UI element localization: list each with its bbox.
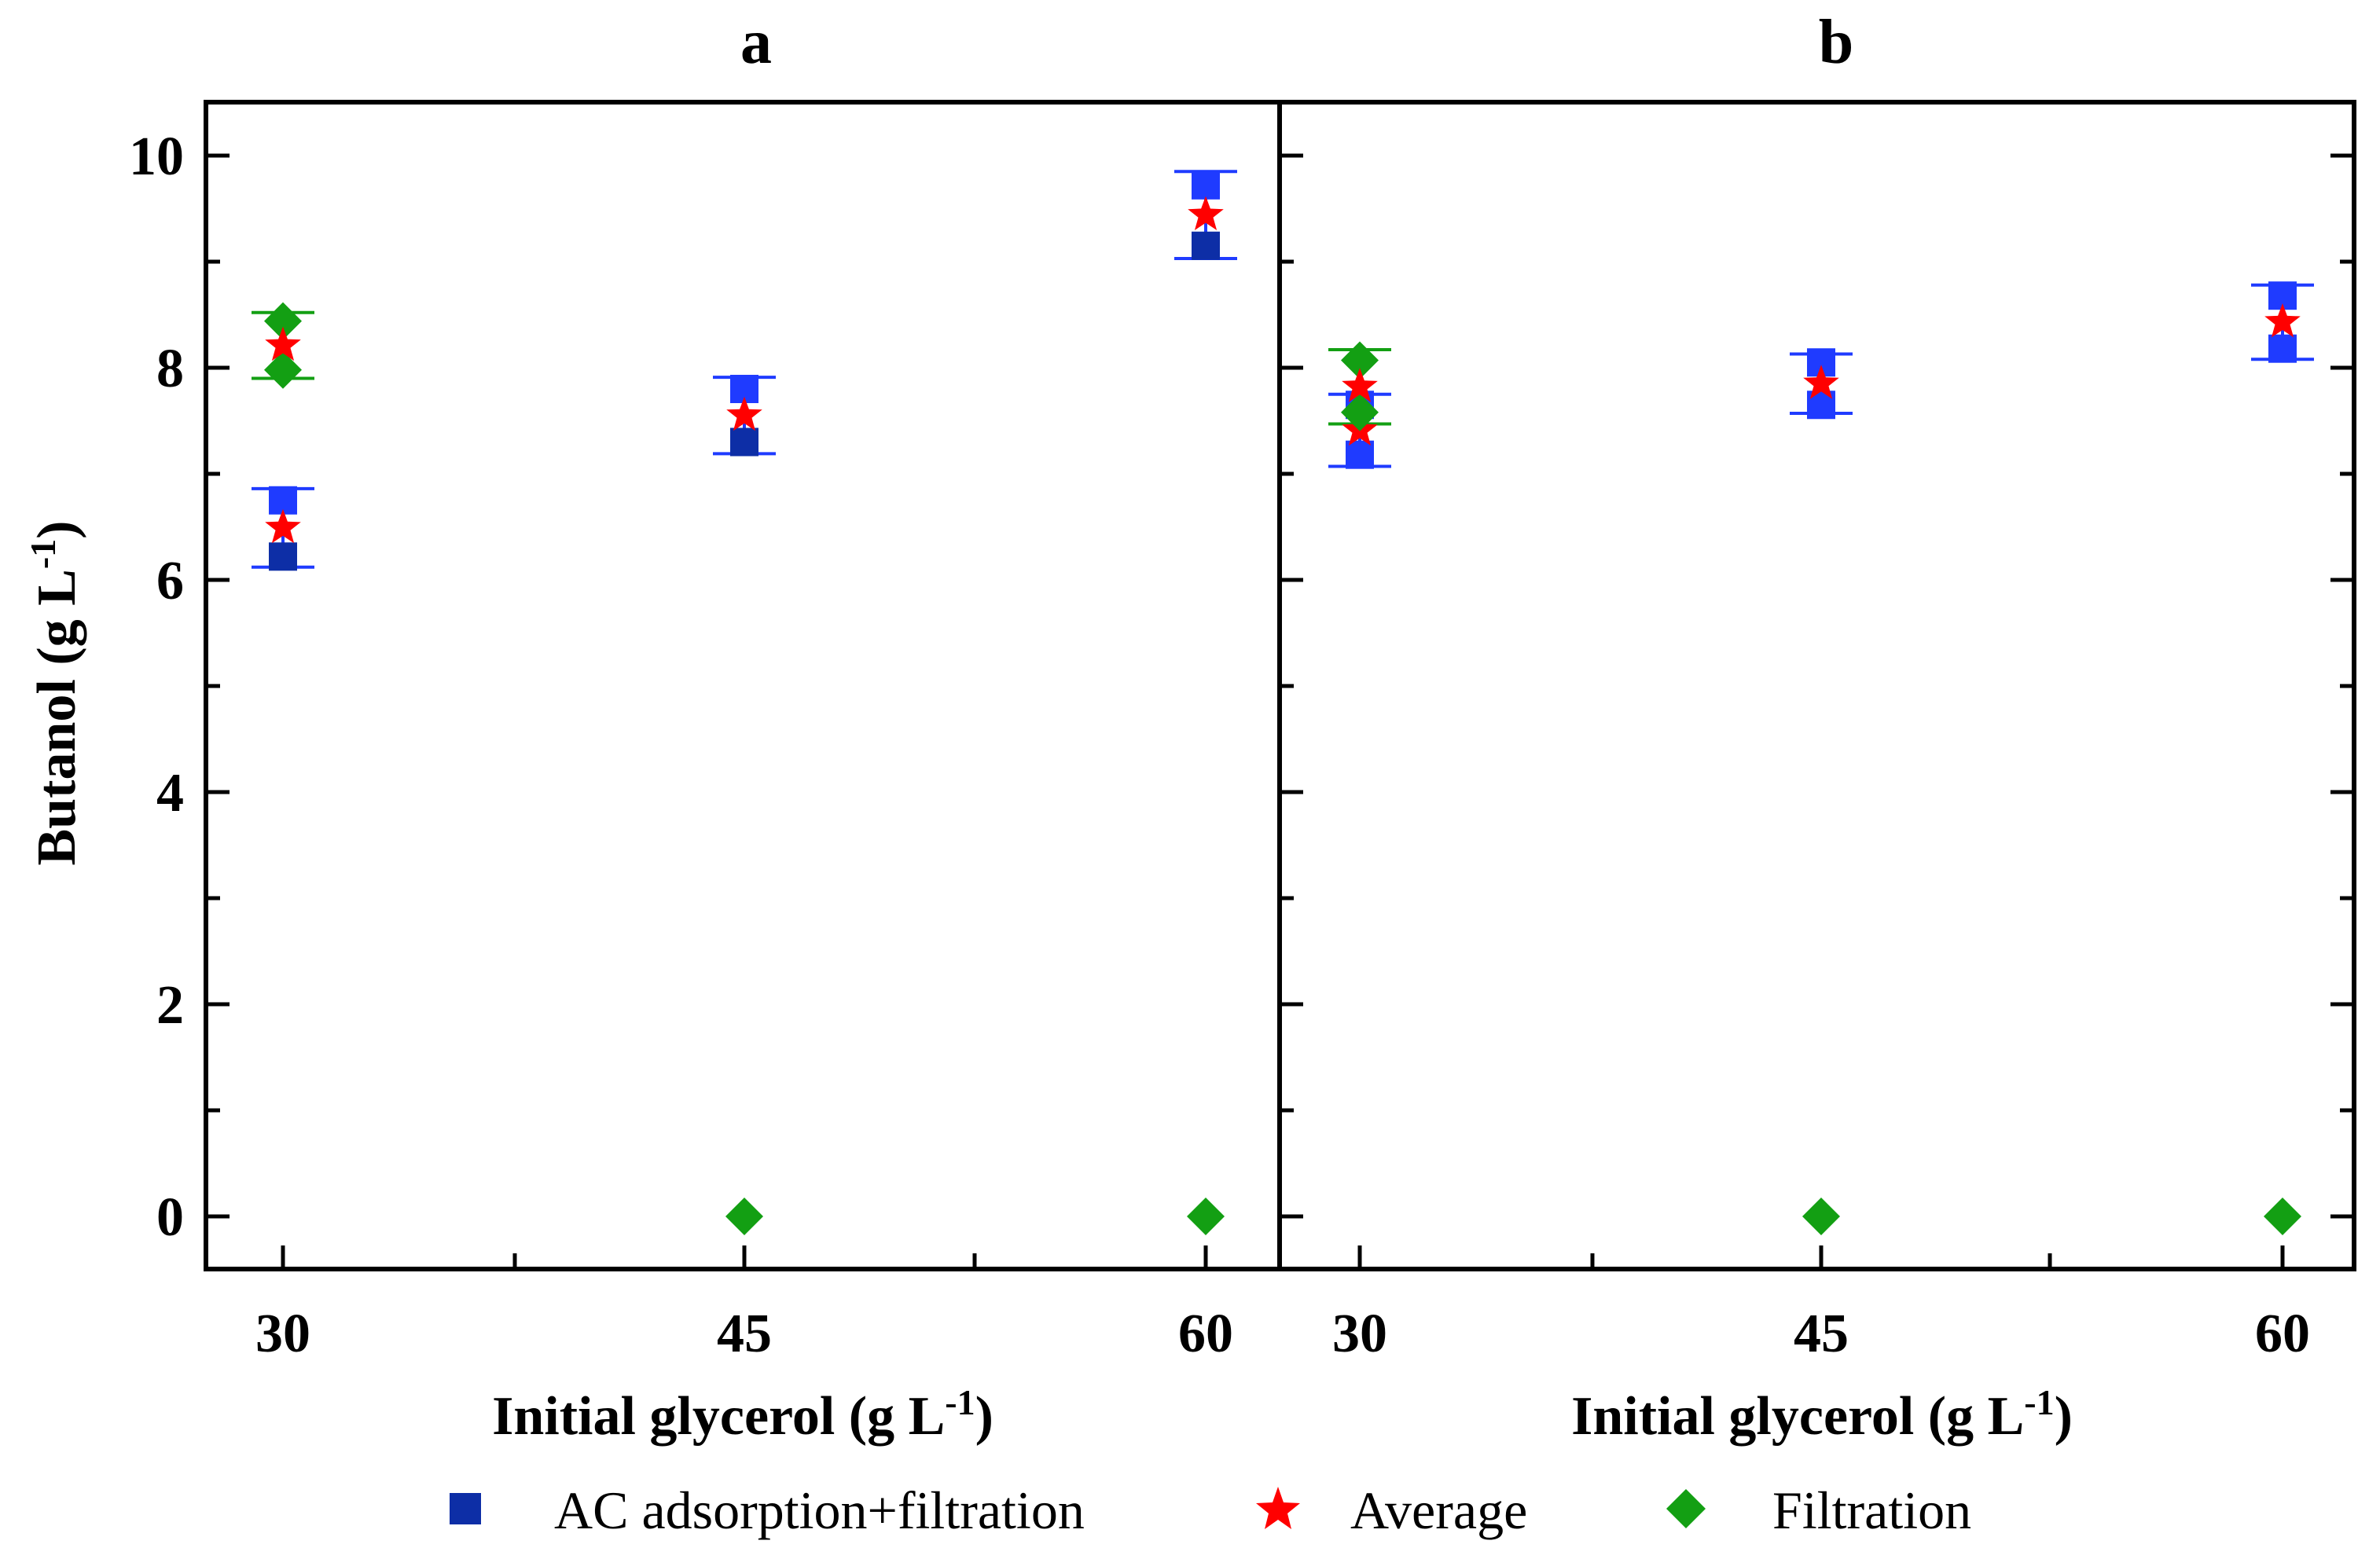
data-point-filtration (1802, 1198, 1840, 1235)
legend-marker-square (450, 1493, 481, 1524)
data-point-square (730, 427, 758, 457)
data-point-square (1346, 440, 1374, 469)
panel-b-title: b (1819, 8, 1854, 77)
y-tick-label: 4 (156, 763, 184, 824)
data-point-filtration (1187, 1198, 1225, 1235)
panel-b: b 30 45 60 (1277, 8, 2356, 1364)
legend-marker-diamond (1666, 1489, 1706, 1528)
data-point-average (2264, 303, 2301, 338)
panel-b-x-axis-title: Initial glycerol (g L-1) (1571, 1382, 2073, 1447)
legend: AC adsorption+filtration Average Filtrat… (450, 1480, 1971, 1540)
legend-label-ac-adsorption-filtration: AC adsorption+filtration (554, 1480, 1085, 1540)
x-tick-label: 45 (717, 1304, 772, 1364)
x-tick-label: 30 (1332, 1304, 1387, 1364)
legend-label-average: Average (1350, 1480, 1527, 1540)
y-tick-label: 10 (129, 127, 184, 187)
data-point-filtration (1341, 393, 1379, 431)
data-point-filtration (725, 1198, 763, 1235)
data-point-filtration-average (265, 326, 301, 361)
y-tick-label: 0 (156, 1187, 184, 1248)
data-point-average (1803, 365, 1839, 399)
data-point-average (726, 396, 762, 431)
x-tick-label: 30 (255, 1304, 310, 1364)
data-point-filtration (264, 302, 302, 340)
data-point-average (1188, 196, 1224, 230)
data-point-square (1192, 171, 1220, 200)
data-point-square (1192, 231, 1220, 260)
legend-marker-star (1256, 1487, 1300, 1529)
x-tick-label: 45 (1794, 1304, 1849, 1364)
data-point-average (265, 508, 301, 544)
y-axis-title: Butanol (g L-1) (23, 521, 88, 866)
x-tick-label: 60 (2255, 1304, 2310, 1364)
y-tick-label: 8 (156, 339, 184, 399)
panel-a-title: a (740, 8, 772, 77)
panel-a: a 0 2 4 6 8 10 30 45 60 (129, 8, 1282, 1364)
data-point-filtration (264, 350, 302, 389)
data-point-square (2268, 334, 2297, 363)
legend-label-filtration: Filtration (1772, 1480, 1971, 1540)
data-point-filtration (1341, 341, 1379, 380)
plot-frame (1277, 100, 2356, 1271)
plot-frame (204, 100, 1282, 1271)
y-tick-label: 2 (156, 975, 184, 1036)
data-point-square (269, 542, 297, 571)
x-tick-label: 60 (1178, 1304, 1233, 1364)
data-point-filtration-average (1342, 368, 1378, 402)
data-point-filtration (2264, 1198, 2301, 1235)
panel-a-x-axis-title: Initial glycerol (g L-1) (492, 1382, 994, 1447)
y-tick-label: 6 (156, 551, 184, 611)
